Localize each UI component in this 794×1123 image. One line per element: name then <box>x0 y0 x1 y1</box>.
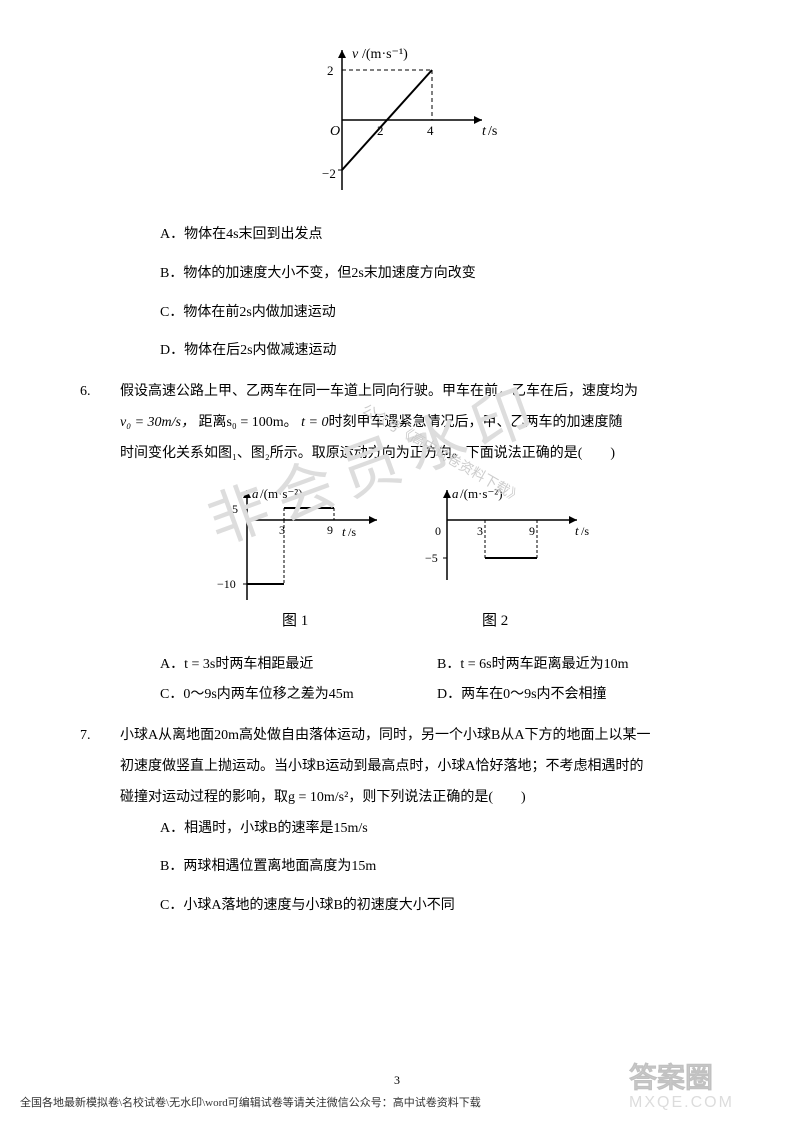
svg-text:a: a <box>252 486 259 501</box>
q7-option-a: A．相遇时，小球B的速率是15m/s <box>160 814 714 845</box>
q6-options-row2: C．0～9s内两车位移之差为45m D．两车在0～9s内不会相撞 <box>160 680 714 711</box>
q6-option-a: A．t = 3s时两车相距最近 <box>160 650 437 681</box>
q6-line1: 假设高速公路上甲、乙两车在同一车道上同向行驶。甲车在前，乙车在后，速度均为 <box>120 377 714 408</box>
footer-text: 全国各地最新模拟卷\名校试卷\无水印\word可编辑试卷等请关注微信公众号：高中… <box>20 1091 481 1115</box>
svg-text:5: 5 <box>232 502 238 516</box>
svg-text:MXQE.COM: MXQE.COM <box>629 1094 734 1111</box>
svg-text:/s: /s <box>488 124 497 139</box>
svg-text:a: a <box>452 486 459 501</box>
q6-line3: 时间变化关系如图₁、图₂所示。取原运动方向为正方向。下面说法正确的是( ) <box>120 439 714 470</box>
q6-body: 假设高速公路上甲、乙两车在同一车道上同向行驶。甲车在前，乙车在后，速度均为 v₀… <box>120 377 714 469</box>
svg-text:−10: −10 <box>217 577 236 591</box>
q5-option-d: D．物体在后2s内做减速运动 <box>160 336 714 367</box>
q6-option-d: D．两车在0～9s内不会相撞 <box>437 680 714 711</box>
svg-text:2: 2 <box>327 63 334 78</box>
svg-text:3: 3 <box>477 524 483 538</box>
q5-option-c: C．物体在前2s内做加速运动 <box>160 298 714 329</box>
q5-options: A．物体在4s末回到出发点 B．物体的加速度大小不变，但2s末加速度方向改变 C… <box>160 220 714 367</box>
svg-text:9: 9 <box>529 524 535 538</box>
q7-option-b: B．两球相遇位置离地面高度为15m <box>160 852 714 883</box>
svg-text:/s: /s <box>581 524 589 538</box>
exam-page: 非会员水印 公众号《高中试卷资料下载》 v /(m·s⁻¹) t /s 2 −2… <box>0 0 794 970</box>
q6-option-c: C．0～9s内两车位移之差为45m <box>160 680 437 711</box>
at-graphs: a /(m·s⁻²) 5 −10 3 9 t /s 图 1 a /(m·s⁻²) <box>197 480 597 640</box>
q6-option-b: B．t = 6s时两车距离最近为10m <box>437 650 714 681</box>
q5-option-b: B．物体的加速度大小不变，但2s末加速度方向改变 <box>160 259 714 290</box>
svg-text:/(m·s⁻²): /(m·s⁻²) <box>460 486 503 501</box>
q6-line2: v₀ = 30m/s， 距离s₀ = 100m。 t = 0t = 0时刻甲车遇… <box>120 408 714 439</box>
svg-text:/s: /s <box>348 525 356 539</box>
q7-option-c: C．小球A落地的速度与小球B的初速度大小不同 <box>160 891 714 922</box>
svg-text:−2: −2 <box>322 166 336 181</box>
svg-text:图 1: 图 1 <box>282 612 308 629</box>
watermark-logo: 答案圈 MXQE.COM <box>629 1057 779 1117</box>
q7-line2: 初速度做竖直上抛运动。当小球B运动到最高点时，小球A恰好落地；不考虑相遇时的 <box>120 752 714 783</box>
svg-text:0: 0 <box>435 524 441 538</box>
svg-text:−5: −5 <box>425 551 438 565</box>
q6-options-row1: A．t = 3s时两车相距最近 B．t = 6s时两车距离最近为10m <box>160 650 714 681</box>
vt-graph: v /(m·s⁻¹) t /s 2 −2 2 4 O <box>292 40 502 200</box>
svg-text:O: O <box>330 124 340 139</box>
svg-text:t: t <box>575 523 579 538</box>
question-7: 7. 小球A从离地面20m高处做自由落体运动，同时，另一个小球B从A下方的地面上… <box>80 721 714 813</box>
svg-text:/(m·s⁻²): /(m·s⁻²) <box>260 486 303 501</box>
question-6: 6. 假设高速公路上甲、乙两车在同一车道上同向行驶。甲车在前，乙车在后，速度均为… <box>80 377 714 469</box>
svg-text:9: 9 <box>327 523 333 537</box>
q5-option-a: A．物体在4s末回到出发点 <box>160 220 714 251</box>
q7-line3: 碰撞对运动过程的影响，取g = 10m/s²，则下列说法正确的是( ) <box>120 783 714 814</box>
q7-line1: 小球A从离地面20m高处做自由落体运动，同时，另一个小球B从A下方的地面上以某一 <box>120 721 714 752</box>
q7-body: 小球A从离地面20m高处做自由落体运动，同时，另一个小球B从A下方的地面上以某一… <box>120 721 714 813</box>
q7-options: A．相遇时，小球B的速率是15m/s B．两球相遇位置离地面高度为15m C．小… <box>160 814 714 922</box>
q7-number: 7. <box>80 721 120 813</box>
q6-number: 6. <box>80 377 120 469</box>
svg-text:图 2: 图 2 <box>482 612 508 629</box>
svg-text:v: v <box>352 47 359 62</box>
svg-text:/(m·s⁻¹): /(m·s⁻¹) <box>362 47 408 62</box>
svg-text:4: 4 <box>427 123 434 138</box>
svg-text:t: t <box>482 124 487 139</box>
svg-text:答案圈: 答案圈 <box>629 1061 713 1094</box>
svg-text:t: t <box>342 524 346 539</box>
